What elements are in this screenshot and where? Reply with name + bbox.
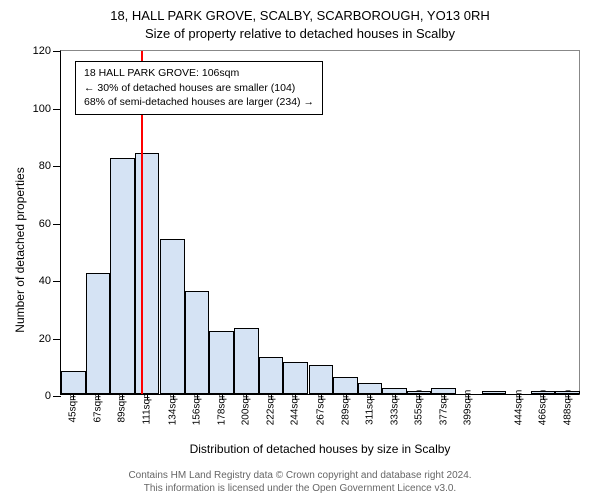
- x-tick-label: 355sqm: [414, 390, 425, 426]
- y-tick-label: 40: [39, 275, 51, 287]
- y-tick: [53, 224, 61, 225]
- y-tick-label: 60: [39, 218, 51, 230]
- x-tick-label: 289sqm: [340, 390, 351, 426]
- footer-line2: This information is licensed under the O…: [0, 482, 600, 495]
- histogram-bar: [160, 239, 185, 394]
- histogram-bar: [333, 377, 358, 394]
- info-box-line: ← 30% of detached houses are smaller (10…: [84, 81, 314, 96]
- x-tick-label: 111sqm: [141, 390, 152, 424]
- x-tick-label: 178sqm: [216, 390, 227, 426]
- x-tick-label: 200sqm: [241, 390, 252, 426]
- y-tick: [53, 166, 61, 167]
- x-tick-label: 222sqm: [265, 390, 276, 426]
- histogram-bar: [234, 328, 259, 394]
- chart-container: 18, HALL PARK GROVE, SCALBY, SCARBOROUGH…: [0, 0, 600, 500]
- y-tick-label: 80: [39, 160, 51, 172]
- plot-area: 02040608010012045sqm67sqm89sqm111sqm134s…: [60, 50, 580, 395]
- footer-line1: Contains HM Land Registry data © Crown c…: [0, 469, 600, 482]
- histogram-bar: [358, 383, 383, 395]
- y-tick-label: 120: [33, 45, 51, 57]
- x-tick-label: 156sqm: [192, 390, 203, 426]
- histogram-bar: [185, 291, 210, 395]
- y-axis-label: Number of detached properties: [13, 167, 27, 332]
- y-tick: [53, 339, 61, 340]
- y-tick-label: 100: [33, 103, 51, 115]
- chart-title-line2: Size of property relative to detached ho…: [0, 26, 600, 41]
- histogram-bar: [407, 391, 432, 394]
- y-tick: [53, 51, 61, 52]
- x-tick-label: 134sqm: [167, 390, 178, 426]
- y-tick: [53, 109, 61, 110]
- x-tick-label: 466sqm: [538, 390, 549, 426]
- y-tick: [53, 396, 61, 397]
- histogram-bar: [482, 391, 507, 394]
- histogram-bar: [135, 153, 160, 395]
- chart-title-line1: 18, HALL PARK GROVE, SCALBY, SCARBOROUGH…: [0, 8, 600, 23]
- footer-text: Contains HM Land Registry data © Crown c…: [0, 469, 600, 495]
- y-tick-label: 20: [39, 333, 51, 345]
- x-tick-label: 333sqm: [389, 390, 400, 426]
- histogram-bar: [531, 391, 556, 394]
- info-box: 18 HALL PARK GROVE: 106sqm← 30% of detac…: [75, 61, 323, 115]
- x-tick-label: 67sqm: [92, 392, 103, 422]
- histogram-bar: [61, 371, 86, 394]
- histogram-bar: [209, 331, 234, 394]
- histogram-bar: [555, 391, 580, 394]
- x-tick-label: 267sqm: [316, 390, 327, 426]
- histogram-bar: [431, 388, 456, 394]
- x-tick-label: 45sqm: [68, 392, 79, 422]
- x-axis-label: Distribution of detached houses by size …: [60, 442, 580, 456]
- histogram-bar: [283, 362, 308, 394]
- x-tick-label: 444sqm: [513, 390, 524, 426]
- x-tick-label: 399sqm: [463, 390, 474, 426]
- x-tick-label: 377sqm: [438, 390, 449, 426]
- x-tick-label: 89sqm: [117, 392, 128, 422]
- x-tick-label: 488sqm: [562, 390, 573, 426]
- info-box-line: 68% of semi-detached houses are larger (…: [84, 95, 314, 110]
- histogram-bar: [259, 357, 284, 394]
- x-tick-label: 311sqm: [365, 390, 376, 425]
- y-tick: [53, 281, 61, 282]
- histogram-bar: [382, 388, 407, 394]
- histogram-bar: [309, 365, 334, 394]
- histogram-bar: [110, 158, 135, 394]
- y-tick-label: 0: [45, 390, 51, 402]
- histogram-bar: [86, 273, 111, 394]
- x-tick-label: 244sqm: [290, 390, 301, 426]
- info-box-line: 18 HALL PARK GROVE: 106sqm: [84, 66, 314, 81]
